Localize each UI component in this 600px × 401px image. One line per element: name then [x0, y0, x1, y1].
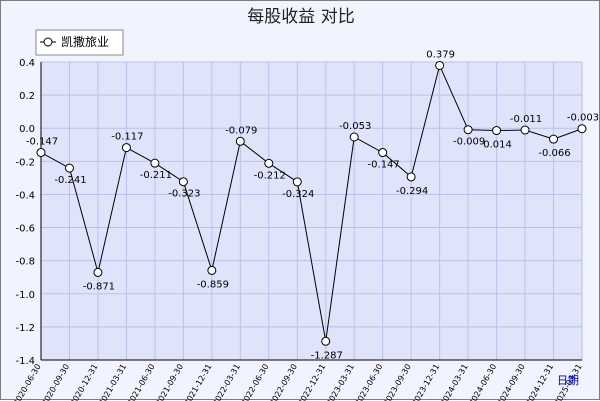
x-tick-label: 2021-06-30	[126, 363, 157, 401]
data-label: -0.117	[111, 132, 143, 143]
chart-title: 每股收益 对比	[247, 7, 354, 27]
data-point	[151, 159, 159, 167]
y-tick-label: -1.4	[15, 356, 35, 367]
data-label: -1.287	[311, 350, 343, 361]
data-label: -0.147	[368, 160, 400, 171]
data-label: -0.212	[254, 170, 286, 181]
data-point	[179, 178, 187, 186]
data-label: -0.053	[339, 121, 371, 132]
x-tick-label: 2021-12-31	[183, 363, 214, 401]
x-tick-label: 2024-03-31	[439, 362, 470, 401]
y-tick-label: -1.0	[15, 290, 35, 301]
data-label: 0.014	[483, 140, 512, 151]
x-tick-label: 2023-03-31	[325, 363, 356, 401]
x-tick-label: 2022-09-30	[268, 363, 299, 401]
data-point	[65, 164, 73, 172]
data-point	[265, 159, 273, 167]
y-tick-label: 0.2	[19, 91, 35, 102]
y-tick-label: -0.4	[15, 190, 35, 201]
data-point	[464, 126, 472, 134]
data-point	[208, 266, 216, 274]
y-tick-label: -0.8	[15, 257, 35, 268]
x-tick-label: 2023-12-31	[410, 363, 441, 401]
data-label: -0.079	[225, 125, 257, 136]
data-point	[37, 149, 45, 157]
x-tick-label: 2020-12-31	[69, 363, 100, 401]
data-point	[350, 133, 358, 141]
data-label: -0.859	[197, 279, 229, 290]
y-tick-label: 0.0	[19, 124, 35, 135]
data-label: -0.323	[168, 189, 200, 200]
data-point	[293, 178, 301, 186]
data-label: -0.871	[83, 281, 115, 292]
data-point	[493, 127, 501, 135]
plot-area	[41, 62, 582, 360]
data-point	[407, 173, 415, 181]
data-label: -0.147	[26, 137, 58, 148]
legend-label: 凯撒旅业	[61, 34, 109, 49]
data-point	[94, 268, 102, 276]
x-tick-label: 2022-06-30	[239, 363, 270, 401]
data-label: -0.066	[538, 148, 570, 159]
y-tick-label: -0.2	[15, 157, 35, 168]
data-point	[322, 337, 330, 345]
x-tick-label: 2020-06-30	[12, 363, 43, 401]
y-tick-label: -0.6	[15, 224, 35, 235]
data-label: -0.009	[453, 137, 485, 148]
x-tick-label: 2024-06-30	[467, 363, 498, 401]
data-label: -0.003	[567, 113, 599, 124]
x-tick-label: 2021-09-30	[154, 363, 185, 401]
x-tick-label: 2020-09-30	[40, 363, 71, 401]
y-tick-label: 0.4	[19, 58, 35, 69]
x-tick-label: 2024-09-30	[496, 363, 527, 401]
y-tick-label: -1.2	[15, 323, 35, 334]
x-tick-label: 2022-12-31	[296, 363, 327, 401]
x-tick-label: 2022-03-31	[211, 363, 242, 401]
x-tick-label: 2023-09-30	[382, 363, 413, 401]
data-label: -0.241	[54, 175, 86, 186]
data-point	[578, 125, 586, 133]
data-point	[236, 137, 244, 145]
data-point	[379, 149, 387, 157]
legend: 凯撒旅业	[36, 30, 126, 57]
data-label: -0.294	[396, 186, 428, 197]
x-tick-label: 2024-12-31	[524, 363, 555, 401]
x-tick-label: 2023-06-30	[353, 363, 384, 401]
data-label: -0.324	[282, 189, 314, 200]
data-point	[521, 126, 529, 134]
data-point	[122, 144, 130, 152]
data-label: -0.211	[140, 170, 172, 181]
legend-marker	[44, 38, 52, 46]
data-point	[550, 135, 558, 143]
data-point	[436, 61, 444, 69]
data-label: -0.011	[510, 114, 542, 125]
x-tick-label: 2021-03-31	[97, 363, 128, 401]
x-axis-label: 日期	[557, 374, 579, 387]
data-label: 0.379	[426, 49, 455, 60]
